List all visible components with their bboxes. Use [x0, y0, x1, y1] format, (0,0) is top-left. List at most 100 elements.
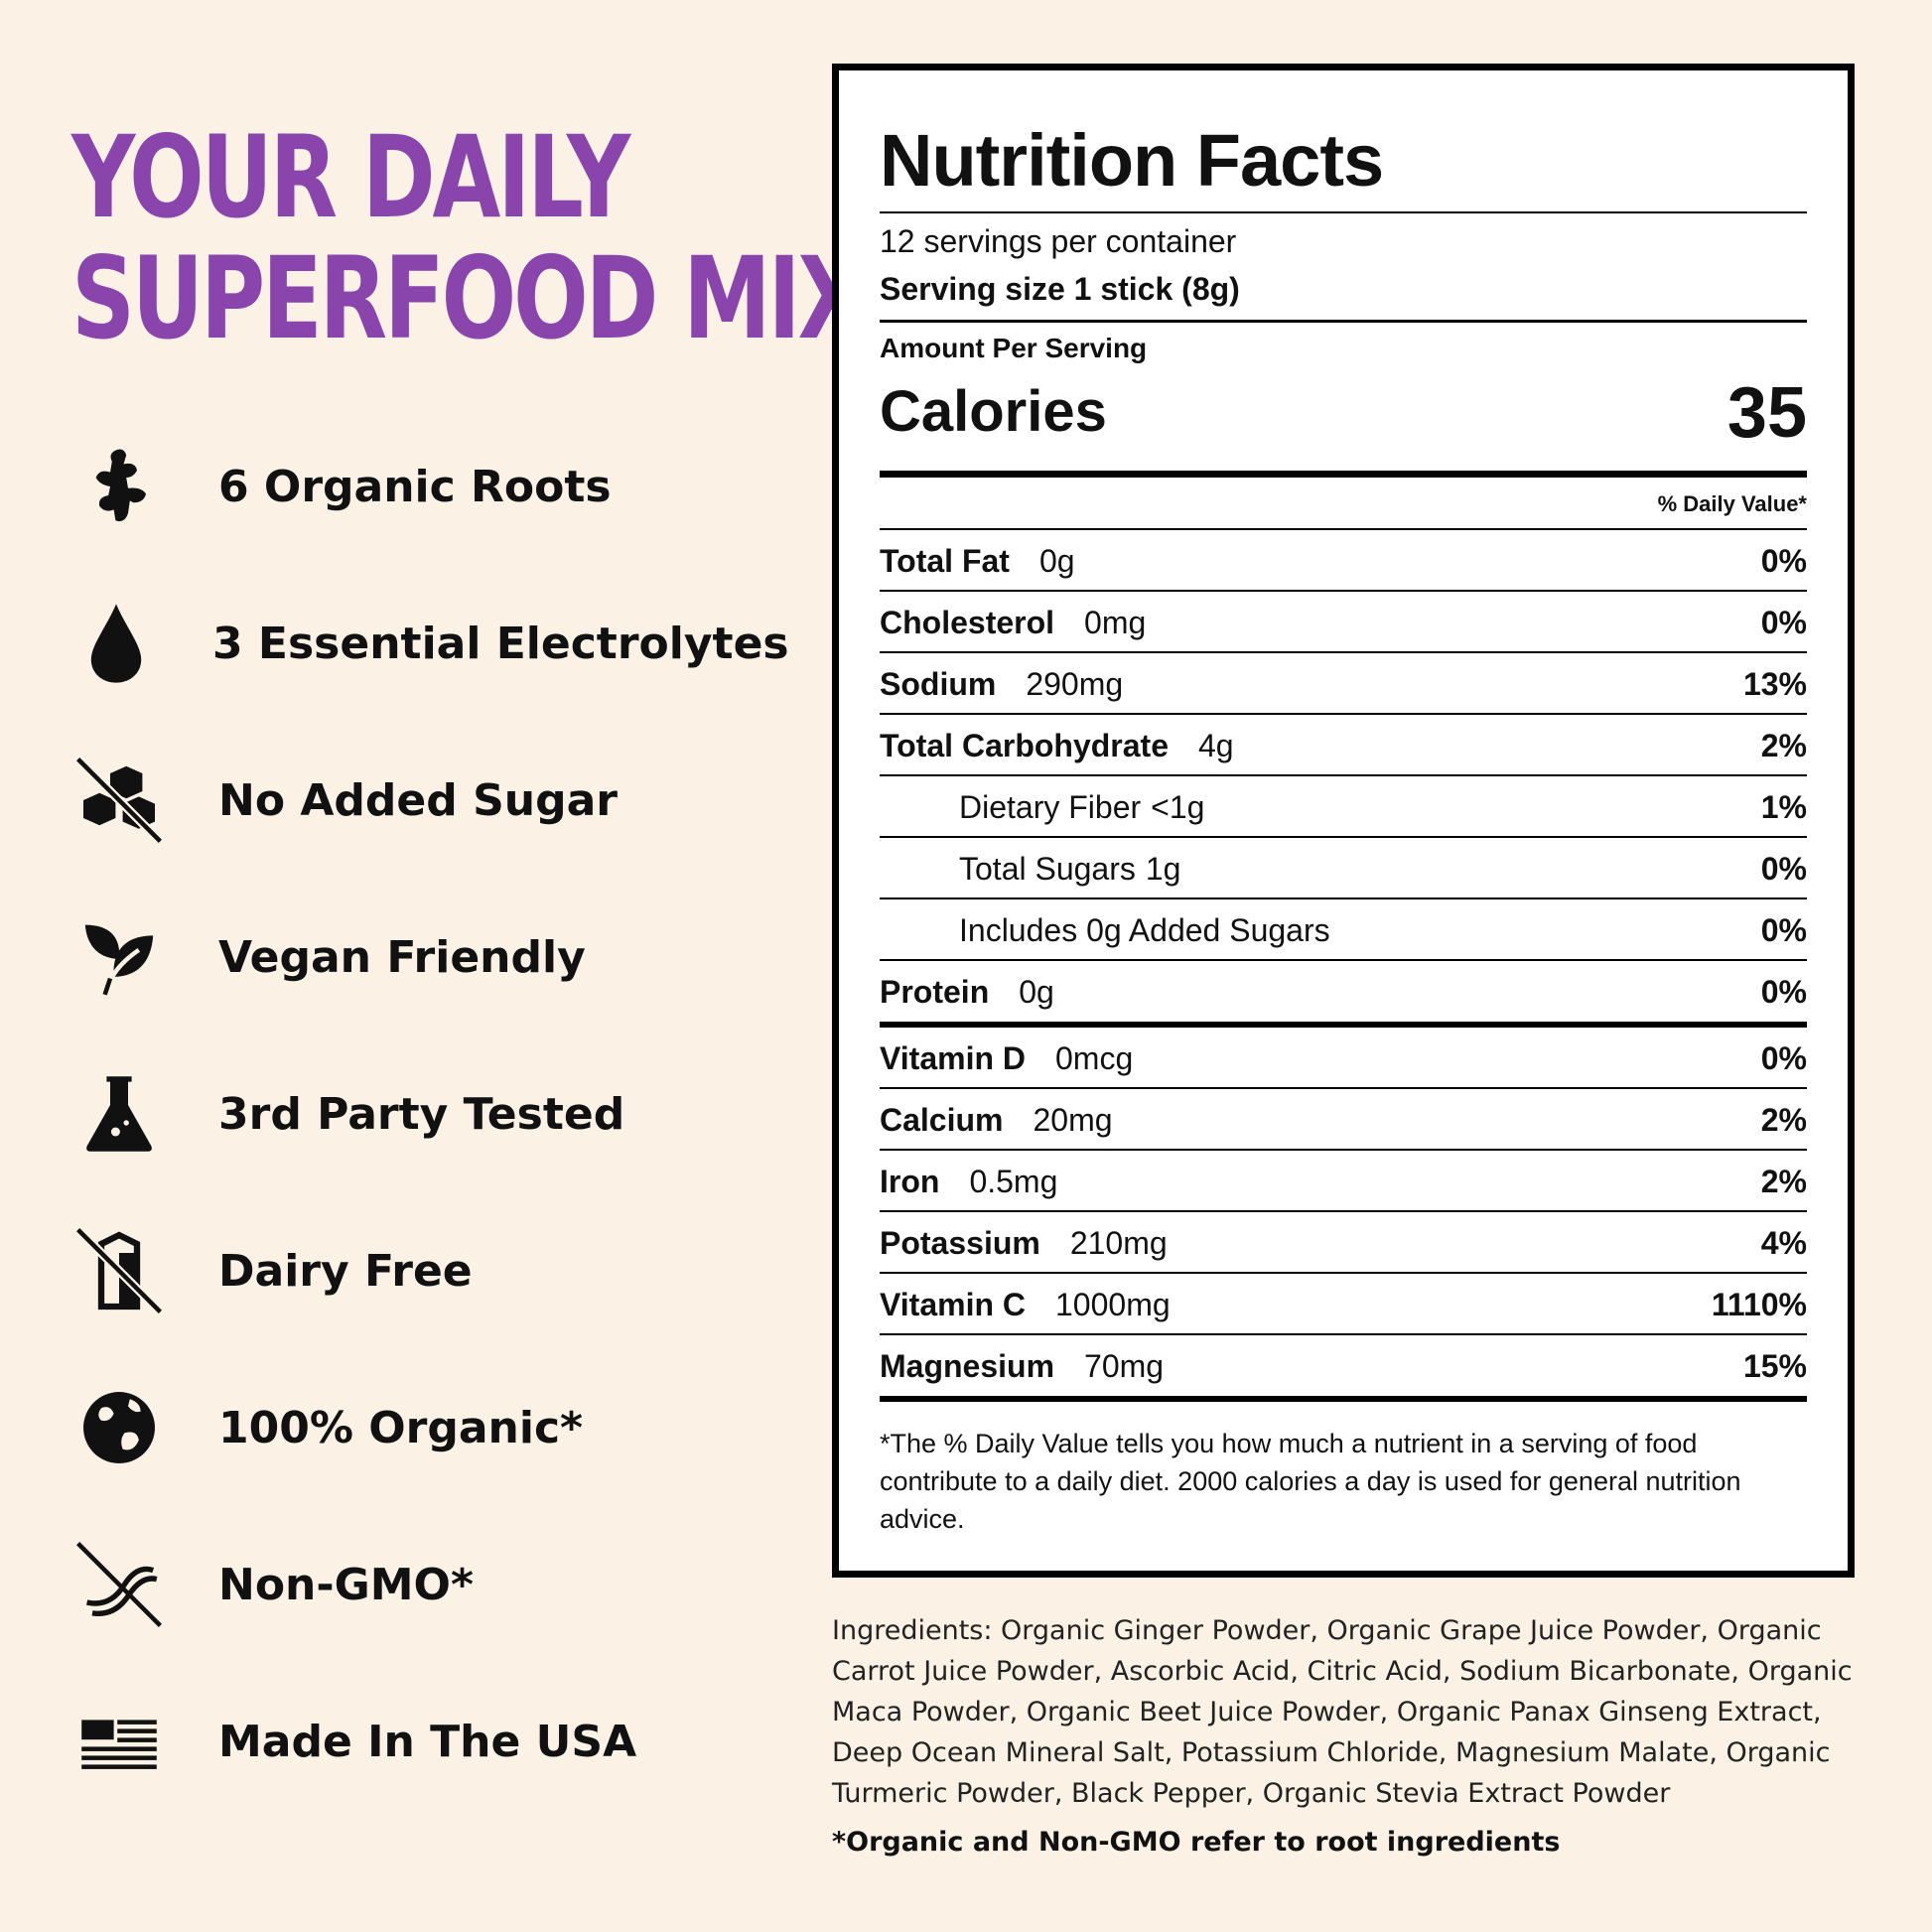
nutrient-name: Cholesterol: [880, 604, 1055, 640]
nutrient-row: Protein 0g 0%: [880, 961, 1807, 1023]
feature-label: 3rd Party Tested: [218, 1088, 625, 1140]
us-flag-icon: [71, 1694, 167, 1789]
nutrient-daily-value: 0%: [1760, 604, 1807, 640]
daily-value-header: % Daily Value*: [1657, 491, 1807, 516]
nutrient-row: Cholesterol 0mg 0%: [880, 592, 1807, 653]
calories-value: 35: [1726, 373, 1807, 453]
nutrient-amount: 0.5mg: [969, 1163, 1058, 1199]
nutrient-name: Dietary Fiber: [959, 788, 1142, 825]
feature-label: 3 Essential Electrolytes: [212, 618, 789, 669]
feature-non-gmo: Non-GMO*: [71, 1535, 766, 1634]
feature-made-in-usa: Made In The USA: [71, 1692, 766, 1791]
headline: YOUR DAILY SUPERFOOD MIX: [71, 117, 866, 364]
nutrient-name: Sodium: [880, 665, 997, 702]
ginger-root-icon: [71, 439, 167, 534]
nutrient-name: Potassium: [880, 1224, 1040, 1261]
nutrient-daily-value: 0%: [1760, 911, 1807, 948]
nutrient-daily-value: 0%: [1760, 1039, 1807, 1076]
nutrient-row: Total Sugars 1g 0%: [880, 838, 1807, 899]
feature-label: 100% Organic*: [218, 1402, 584, 1453]
feature-tested: 3rd Party Tested: [71, 1064, 766, 1164]
nutrient-daily-value: 2%: [1760, 727, 1807, 763]
divider: [880, 836, 1807, 838]
nutrient-amount: 0g: [1038, 542, 1075, 579]
feature-no-added-sugar: No Added Sugar: [71, 751, 766, 850]
feature-label: No Added Sugar: [218, 774, 618, 826]
divider: [880, 211, 1807, 213]
nutrient-name: Includes 0g Added Sugars: [959, 911, 1330, 948]
nutrient-name: Total Fat: [880, 542, 1010, 579]
divider: [880, 1087, 1807, 1089]
nutrient-row: Dietary Fiber <1g 1%: [880, 776, 1807, 838]
feature-label: Vegan Friendly: [218, 931, 586, 983]
nutrient-amount: 20mg: [1033, 1101, 1113, 1138]
divider-thick: [880, 1022, 1807, 1028]
nutrient-daily-value: 1%: [1760, 788, 1807, 825]
nutrient-name: Iron: [880, 1163, 940, 1199]
nutrient-amount: 0mcg: [1055, 1039, 1134, 1076]
calories-label: Calories: [880, 379, 1107, 444]
nutrient-daily-value: 0%: [1760, 542, 1807, 579]
nutrient-name: Vitamin D: [880, 1039, 1026, 1076]
divider: [880, 897, 1807, 899]
water-drop-icon: [71, 596, 161, 691]
feature-label: Dairy Free: [218, 1245, 473, 1297]
divider-thick: [880, 471, 1807, 478]
divider: [880, 590, 1807, 592]
nutrient-amount: 70mg: [1084, 1347, 1165, 1384]
divider: [880, 651, 1807, 653]
no-sugar-cubes-icon: [71, 753, 167, 848]
feature-organic-roots: 6 Organic Roots: [71, 437, 766, 536]
divider: [880, 528, 1807, 530]
feature-label: Made In The USA: [218, 1716, 637, 1767]
nutrient-amount: 1000mg: [1055, 1286, 1171, 1322]
nutrient-daily-value: 13%: [1742, 665, 1807, 702]
organic-footnote: *Organic and Non-GMO refer to root ingre…: [832, 1827, 1561, 1858]
lab-flask-icon: [71, 1066, 167, 1162]
nutrient-row: Sodium 290mg 13%: [880, 653, 1807, 715]
nutrient-row: Vitamin D 0mcg 0%: [880, 1028, 1807, 1089]
feature-dairy-free: Dairy Free: [71, 1221, 766, 1320]
no-milk-carton-icon: [71, 1223, 167, 1318]
nutrient-amount: 210mg: [1069, 1224, 1168, 1261]
divider: [880, 1333, 1807, 1335]
divider: [880, 1272, 1807, 1274]
nutrient-daily-value: 2%: [1760, 1101, 1807, 1138]
globe-icon: [71, 1380, 167, 1475]
nutrition-title: Nutrition Facts: [880, 119, 1384, 202]
nutrient-amount: <1g: [1151, 788, 1205, 825]
ingredients-list: Ingredients: Organic Ginger Powder, Orga…: [832, 1615, 1853, 1809]
nutrient-row: Total Fat 0g 0%: [880, 530, 1807, 592]
nutrition-facts-panel: Nutrition Facts 12 servings per containe…: [832, 64, 1855, 1578]
amount-per-serving: Amount Per Serving: [880, 333, 1148, 363]
servings-per-container: 12 servings per container: [880, 223, 1237, 259]
feature-label: 6 Organic Roots: [218, 461, 612, 512]
nutrient-name: Total Sugars: [959, 850, 1136, 887]
nutrient-name: Vitamin C: [880, 1286, 1026, 1322]
divider: [880, 713, 1807, 715]
nutrient-daily-value: 4%: [1760, 1224, 1807, 1261]
nutrient-daily-value: 2%: [1760, 1163, 1807, 1199]
headline-line-2: SUPERFOOD MIX: [71, 232, 866, 364]
serving-size: Serving size 1 stick (8g): [880, 271, 1240, 307]
nutrient-row: Includes 0g Added Sugars 0%: [880, 899, 1807, 961]
divider: [880, 1210, 1807, 1212]
nutrient-name: Calcium: [880, 1101, 1004, 1138]
feature-organic: 100% Organic*: [71, 1378, 766, 1477]
daily-value-footnote: *The % Daily Value tells you how much a …: [880, 1429, 1741, 1534]
nutrient-row: Potassium 210mg 4%: [880, 1212, 1807, 1274]
nutrient-row: Calcium 20mg 2%: [880, 1089, 1807, 1151]
nutrient-daily-value: 15%: [1742, 1347, 1807, 1384]
nutrient-amount: 290mg: [1026, 665, 1124, 702]
nutrient-name: Protein: [880, 973, 990, 1010]
nutrient-name: Total Carbohydrate: [880, 727, 1169, 763]
nutrient-row: Total Carbohydrate 4g 2%: [880, 715, 1807, 776]
leaf-icon: [71, 909, 167, 1005]
nutrient-row: Magnesium 70mg 15%: [880, 1335, 1807, 1397]
nutrient-amount: 0g: [1019, 973, 1054, 1010]
no-dna-icon: [71, 1537, 167, 1632]
nutrient-daily-value: 1110%: [1711, 1286, 1807, 1322]
nutrient-amount: 1g: [1145, 850, 1181, 887]
nutrient-daily-value: 0%: [1760, 973, 1807, 1010]
divider: [880, 320, 1807, 323]
